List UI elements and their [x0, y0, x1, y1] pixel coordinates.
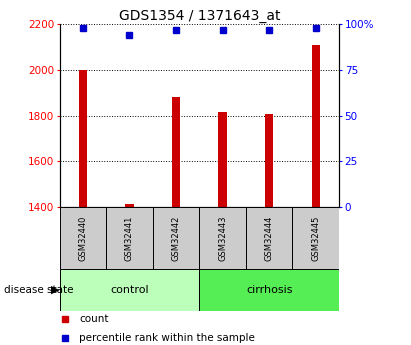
- FancyBboxPatch shape: [199, 207, 246, 269]
- Text: ▶: ▶: [51, 285, 60, 295]
- FancyBboxPatch shape: [153, 207, 199, 269]
- Text: GSM32442: GSM32442: [171, 215, 180, 261]
- Bar: [218, 112, 227, 207]
- Text: count: count: [79, 314, 109, 324]
- Text: GSM32444: GSM32444: [265, 215, 274, 261]
- Text: GSM32440: GSM32440: [79, 215, 88, 261]
- Bar: [172, 97, 180, 207]
- Title: GDS1354 / 1371643_at: GDS1354 / 1371643_at: [119, 9, 280, 23]
- Text: cirrhosis: cirrhosis: [246, 285, 293, 295]
- Text: percentile rank within the sample: percentile rank within the sample: [79, 333, 255, 343]
- Text: GSM32441: GSM32441: [125, 215, 134, 261]
- FancyBboxPatch shape: [60, 269, 199, 310]
- FancyBboxPatch shape: [246, 207, 293, 269]
- Bar: [312, 45, 320, 207]
- FancyBboxPatch shape: [106, 207, 153, 269]
- FancyBboxPatch shape: [293, 207, 339, 269]
- Text: control: control: [110, 285, 149, 295]
- Text: GSM32443: GSM32443: [218, 215, 227, 261]
- Text: GSM32445: GSM32445: [311, 215, 320, 261]
- FancyBboxPatch shape: [199, 269, 339, 310]
- Bar: [265, 115, 273, 207]
- FancyBboxPatch shape: [60, 207, 106, 269]
- Bar: [125, 204, 134, 207]
- Text: disease state: disease state: [4, 285, 74, 295]
- Bar: [79, 70, 87, 207]
